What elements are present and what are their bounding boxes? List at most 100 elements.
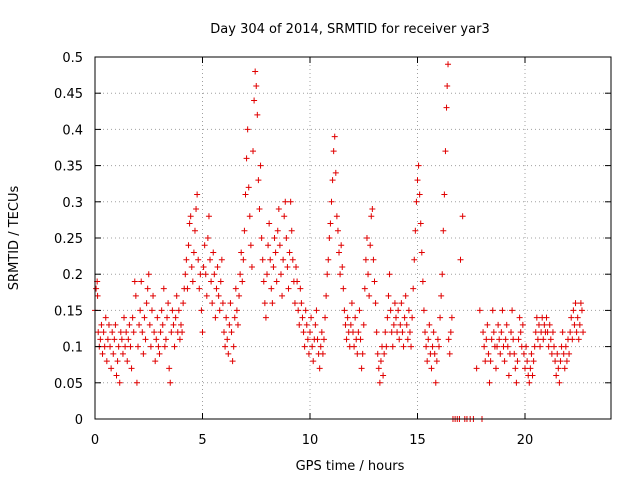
data-point: [155, 343, 162, 350]
data-point: [296, 321, 303, 328]
data-point: [360, 321, 367, 328]
data-point: [333, 213, 340, 220]
data-point: [556, 379, 563, 386]
data-point: [499, 307, 506, 314]
data-point: [154, 314, 161, 321]
data-point: [204, 235, 211, 241]
data-point: [110, 350, 117, 357]
data-point: [266, 220, 273, 227]
data-point: [98, 321, 105, 328]
data-point: [511, 350, 518, 357]
data-point: [332, 169, 339, 176]
data-point: [313, 307, 320, 314]
data-point: [476, 307, 483, 314]
data-point: [481, 343, 488, 350]
data-point: [431, 350, 438, 357]
data-point: [119, 350, 126, 357]
data-point: [377, 358, 384, 365]
data-point: [115, 343, 122, 350]
data-point: [424, 358, 431, 365]
data-point: [289, 256, 296, 263]
data-point: [577, 300, 584, 307]
data-point: [214, 263, 221, 270]
data-point: [486, 379, 493, 386]
data-point: [122, 343, 129, 350]
data-point: [573, 329, 580, 336]
data-point: [418, 249, 425, 256]
data-point: [339, 263, 346, 270]
data-point: [189, 278, 196, 285]
data-point: [150, 292, 157, 299]
data-point: [166, 365, 173, 372]
data-point: [411, 256, 418, 263]
data-point: [574, 314, 581, 321]
data-point: [126, 321, 133, 328]
data-point: [295, 307, 302, 314]
data-point: [434, 336, 441, 343]
data-point: [323, 292, 330, 299]
data-point: [160, 285, 167, 292]
data-point: [221, 329, 227, 336]
data-point: [269, 300, 276, 307]
data-point: [355, 329, 362, 336]
data-point: [352, 314, 359, 321]
data-point: [326, 235, 333, 241]
data-point: [281, 213, 288, 220]
data-point: [535, 321, 542, 328]
data-point: [284, 263, 291, 270]
data-point: [231, 314, 238, 321]
data-point: [336, 249, 343, 256]
data-point: [365, 271, 372, 278]
data-point: [370, 256, 377, 263]
data-point: [218, 256, 225, 263]
data-point: [405, 307, 412, 314]
data-point: [430, 329, 437, 336]
data-point: [208, 278, 215, 285]
data-point: [95, 329, 102, 336]
axis-tick-labels: 0 5 10 15 20 0 0.05 0.1 0.15 0.2 0.25 0.3 0.35 0.4 0.4…: [54, 51, 533, 448]
data-point: [302, 307, 309, 314]
data-point: [527, 365, 534, 372]
data-point: [327, 220, 334, 227]
data-point: [194, 191, 201, 198]
data-point: [489, 307, 496, 314]
data-point: [172, 314, 179, 321]
data-point: [300, 329, 307, 336]
data-point: [389, 343, 396, 350]
data-point: [282, 198, 289, 205]
data-point: [342, 321, 349, 328]
data-point: [203, 292, 210, 299]
axis-ticks: [94, 56, 611, 420]
data-point: [544, 329, 551, 336]
data-point: [111, 336, 118, 343]
data-point: [93, 285, 100, 292]
data-point: [283, 235, 290, 241]
data-point: [382, 329, 389, 336]
data-point: [442, 148, 449, 155]
data-point: [268, 285, 275, 292]
data-point: [288, 227, 295, 234]
data-point: [157, 329, 164, 336]
data-point: [517, 329, 524, 336]
data-point: [317, 343, 324, 350]
data-point: [409, 314, 416, 321]
data-point: [100, 329, 107, 336]
data-point: [325, 256, 332, 263]
data-point: [145, 271, 152, 278]
data-point: [534, 336, 541, 343]
data-point: [168, 329, 175, 336]
data-point: [334, 227, 341, 234]
data-point: [488, 336, 495, 343]
data-point: [117, 329, 124, 336]
data-point: [94, 292, 101, 299]
data-point: [415, 162, 422, 169]
data-point: [551, 343, 558, 350]
data-point: [103, 358, 110, 365]
data-point: [99, 350, 106, 357]
data-point: [457, 256, 464, 263]
data-point: [193, 206, 200, 213]
data-point: [298, 300, 305, 307]
data-point: [151, 329, 158, 336]
data-point: [173, 292, 180, 299]
data-point: [383, 343, 390, 350]
